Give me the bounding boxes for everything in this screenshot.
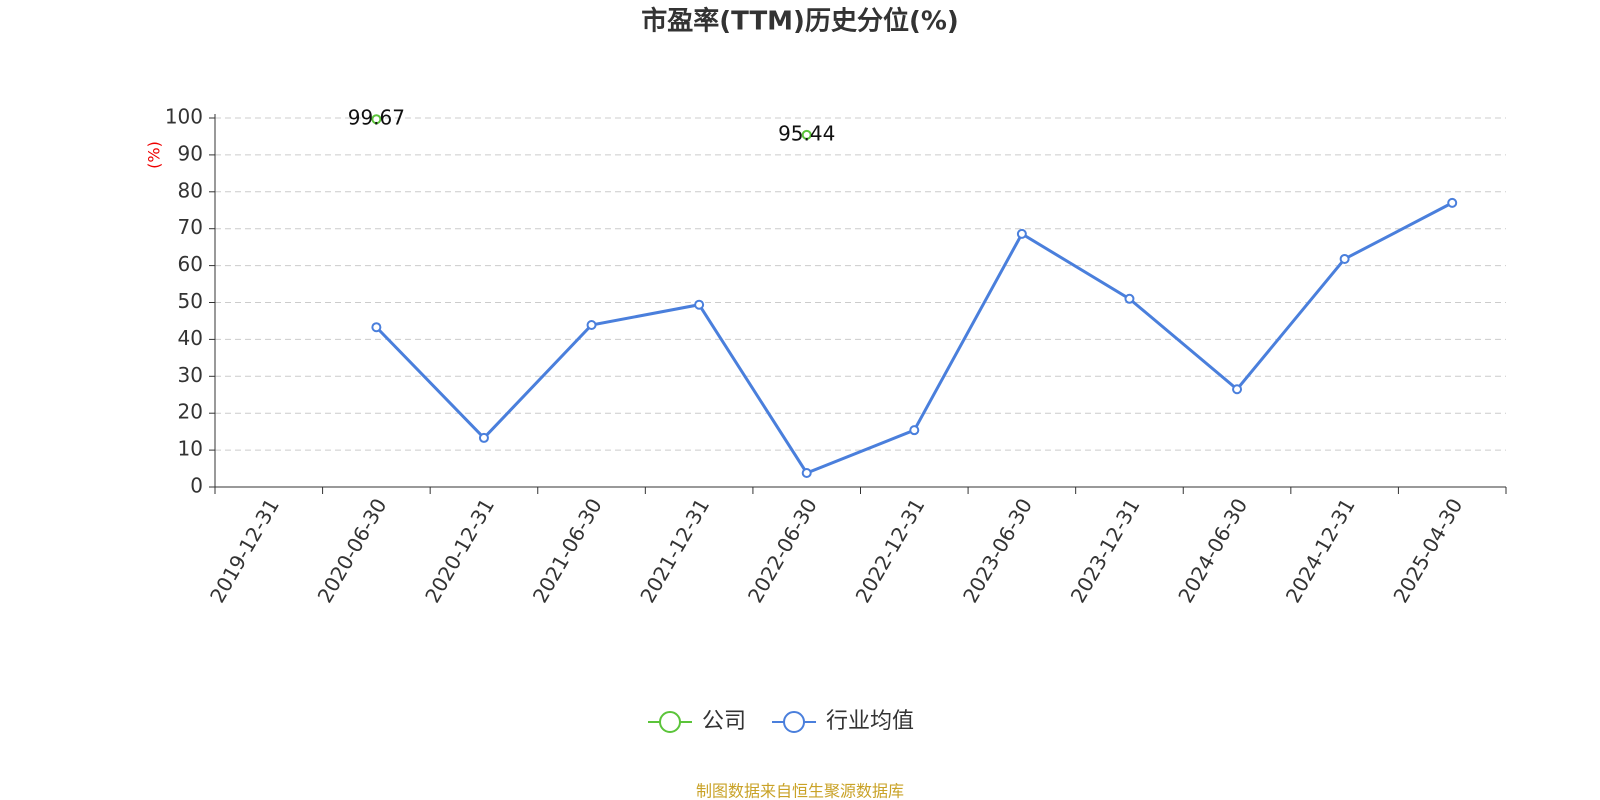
y-tick-label: 60: [178, 252, 203, 276]
data-point: [478, 432, 489, 443]
data-point: [371, 114, 382, 125]
data-point: [1447, 197, 1458, 208]
data-point: [586, 320, 597, 331]
y-axis-label: (%): [145, 141, 164, 169]
x-tick-label: 2019-12-31: [205, 494, 284, 607]
x-tick-label: 2023-06-30: [958, 494, 1037, 607]
data-point: [1016, 228, 1027, 239]
x-tick-label: 2021-06-30: [528, 494, 607, 607]
data-point: [1339, 253, 1350, 264]
legend-marker: [659, 711, 681, 733]
y-tick-label: 40: [178, 326, 203, 350]
source-note: 制图数据来自恒生聚源数据库: [696, 782, 904, 800]
x-tick-label: 2021-12-31: [635, 494, 714, 607]
data-label: 99.67: [348, 106, 405, 130]
data-point: [909, 425, 920, 436]
x-tick-label: 2023-12-31: [1066, 494, 1145, 607]
y-tick-label: 30: [178, 363, 203, 387]
x-tick-label: 2022-12-31: [850, 494, 929, 607]
y-tick-label: 100: [165, 105, 203, 129]
x-tick-label: 2025-04-30: [1388, 494, 1467, 607]
y-tick-label: 90: [178, 141, 203, 165]
data-label: 95.44: [778, 121, 835, 145]
data-point: [1232, 384, 1243, 395]
y-tick-label: 50: [178, 289, 203, 313]
y-tick-label: 70: [178, 215, 203, 239]
x-tick-label: 2024-12-31: [1281, 494, 1360, 607]
y-tick-label: 10: [178, 437, 203, 461]
data-point: [371, 322, 382, 333]
legend-label: 行业均值: [826, 709, 914, 734]
legend-label: 公司: [702, 709, 746, 734]
legend-marker: [783, 711, 806, 733]
data-point: [801, 129, 812, 140]
x-tick-label: 2020-12-31: [420, 494, 499, 607]
data-point: [801, 467, 812, 478]
data-point: [694, 299, 705, 310]
x-tick-label: 2020-06-30: [313, 494, 392, 607]
x-tick-label: 2022-06-30: [743, 494, 822, 607]
chart-title: 市盈率(TTM)历史分位(%): [641, 6, 959, 37]
y-tick-label: 20: [178, 400, 203, 424]
y-tick-label: 80: [178, 178, 203, 202]
y-tick-label: 0: [190, 474, 203, 498]
data-point: [1124, 293, 1135, 304]
x-tick-label: 2024-06-30: [1173, 494, 1252, 607]
